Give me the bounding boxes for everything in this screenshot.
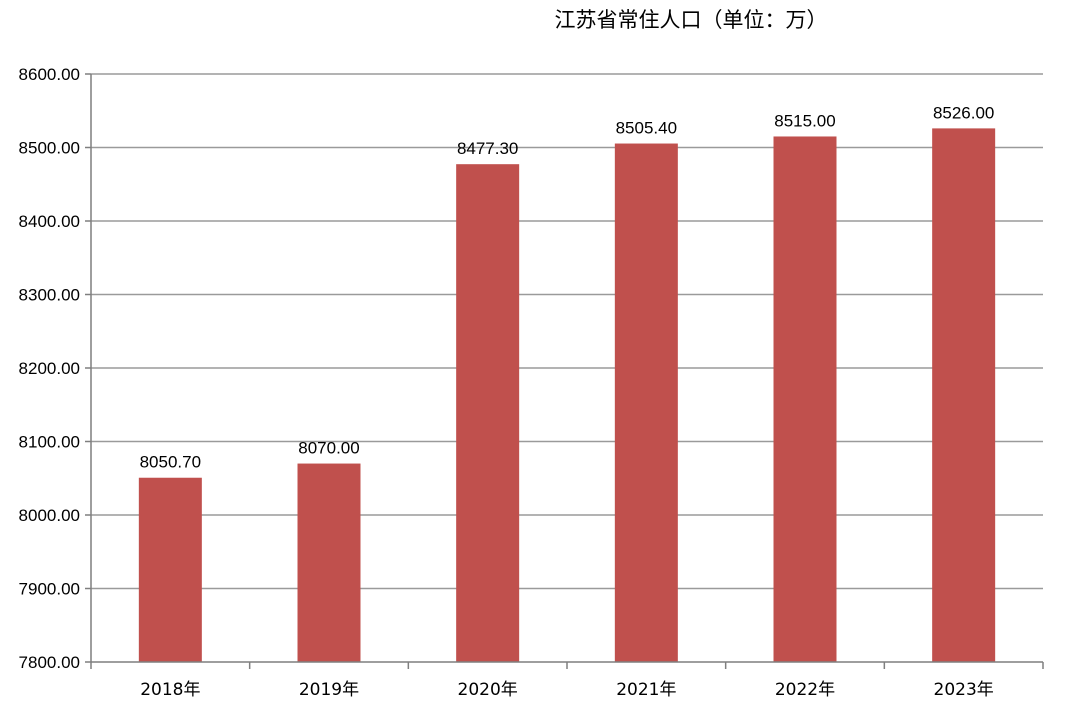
- y-tick-label: 7900.00: [19, 580, 80, 599]
- bar: [138, 477, 202, 662]
- x-tick-label: 2023年: [934, 680, 994, 700]
- y-tick-label: 8200.00: [19, 359, 80, 378]
- y-tick-label: 8400.00: [19, 212, 80, 231]
- x-tick-label: 2019年: [299, 680, 359, 700]
- data-label: 8526.00: [933, 103, 994, 122]
- y-tick-label: 8500.00: [19, 139, 80, 158]
- y-tick-label: 8100.00: [19, 433, 80, 452]
- data-labels: 8050.70 8070.00 8477.30 8505.40 8515.00 8526.…: [140, 103, 995, 471]
- bar: [297, 463, 361, 662]
- x-tick-label: 2022年: [775, 680, 835, 700]
- x-tick-label: 2021年: [616, 680, 676, 700]
- y-tick-label: 8000.00: [19, 506, 80, 525]
- data-label: 8070.00: [298, 439, 359, 458]
- data-label: 8050.70: [140, 453, 201, 472]
- data-label: 8515.00: [774, 111, 835, 130]
- y-tick-label: 7800.00: [19, 653, 80, 672]
- bars: [138, 128, 996, 663]
- x-tick-label: 2020年: [458, 680, 518, 700]
- bar: [932, 128, 996, 662]
- x-tick-label: 2018年: [140, 680, 200, 700]
- bar: [614, 143, 678, 662]
- data-label: 8505.40: [616, 119, 677, 138]
- y-tick-label: 8300.00: [19, 286, 80, 305]
- gridlines: [91, 73, 1043, 590]
- bar: [456, 164, 520, 662]
- bar: [773, 136, 837, 663]
- data-label: 8477.30: [457, 139, 518, 158]
- y-tick-label: 8600.00: [19, 65, 80, 84]
- axes: 7800.00 7900.00 8000.00 8100.00 8200.00 8300.…: [19, 65, 1044, 700]
- chart-title: 江苏省常住人口（单位：万）: [555, 8, 828, 32]
